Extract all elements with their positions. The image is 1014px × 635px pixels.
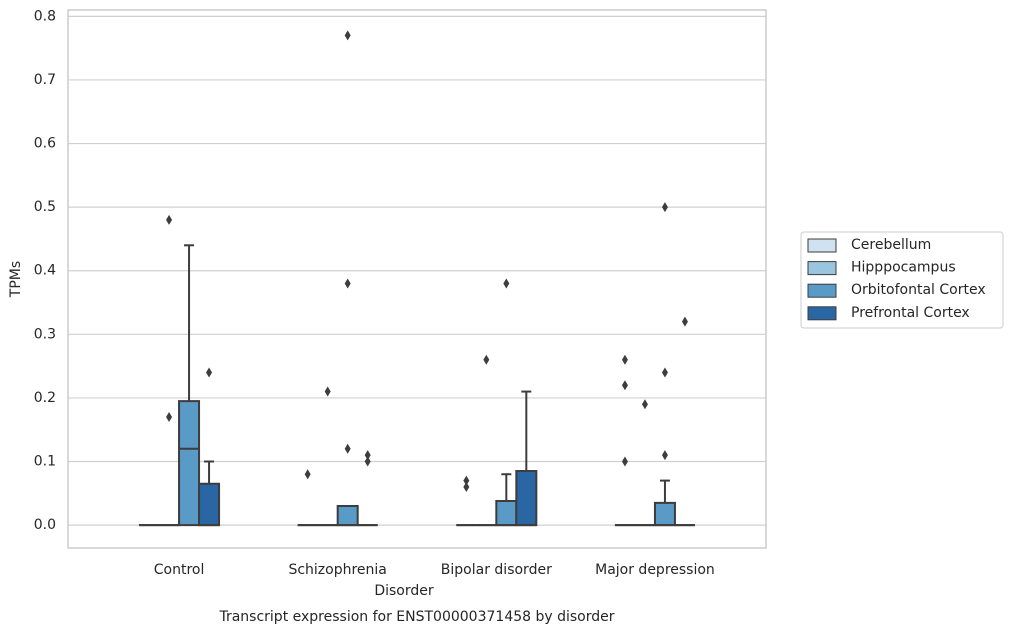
outlier — [681, 316, 688, 327]
legend-swatch — [807, 238, 837, 253]
outlier — [364, 450, 371, 461]
outlier — [661, 367, 668, 378]
outlier — [503, 278, 510, 289]
y-tick-label: 0.1 — [34, 454, 56, 470]
y-tick-label: 0.6 — [34, 136, 56, 152]
box — [515, 470, 538, 527]
y-axis-label: TPMs — [8, 261, 24, 298]
y-tick-label: 0.2 — [34, 390, 56, 406]
y-tick-label: 0.3 — [34, 326, 56, 342]
legend-swatch — [807, 306, 837, 321]
y-tick-label: 0.0 — [34, 517, 56, 533]
outlier — [621, 354, 628, 365]
outlier — [661, 202, 668, 213]
y-tick-label: 0.8 — [34, 8, 56, 24]
x-tick-label: Major depression — [595, 562, 715, 578]
plot-frame — [67, 9, 767, 549]
outlier — [641, 399, 648, 410]
legend-label: Orbitofontal Cortex — [851, 282, 986, 298]
outlier — [206, 367, 213, 378]
box — [178, 400, 201, 527]
outlier — [166, 411, 173, 422]
x-axis-label: Disorder — [374, 583, 434, 599]
outlier — [344, 443, 351, 454]
outlier — [661, 450, 668, 461]
legend-label: Prefrontal Cortex — [851, 305, 970, 321]
outlier — [621, 380, 628, 391]
caption: Transcript expression for ENST0000037145… — [218, 609, 614, 625]
y-tick-label: 0.4 — [34, 263, 56, 279]
outlier — [483, 354, 490, 365]
outlier — [621, 456, 628, 467]
legend-swatch — [807, 261, 837, 276]
outlier — [344, 30, 351, 41]
box — [495, 499, 518, 527]
legend-swatch — [807, 283, 837, 298]
outlier — [304, 469, 311, 480]
x-tick-label: Control — [154, 562, 205, 578]
outlier — [364, 456, 371, 467]
legend-frame — [800, 231, 1004, 329]
outlier — [344, 278, 351, 289]
box — [198, 482, 221, 527]
outlier — [463, 475, 470, 486]
legend-label: Hipppocampus — [851, 260, 956, 276]
outlier — [324, 386, 331, 397]
outlier — [166, 214, 173, 225]
box — [653, 501, 676, 527]
y-tick-label: 0.5 — [34, 199, 56, 215]
outlier — [463, 481, 470, 492]
x-tick-label: Schizophrenia — [288, 562, 386, 578]
legend-label: Cerebellum — [851, 237, 931, 253]
y-tick-label: 0.7 — [34, 72, 56, 88]
x-tick-label: Bipolar disorder — [441, 562, 552, 578]
box — [336, 505, 359, 527]
